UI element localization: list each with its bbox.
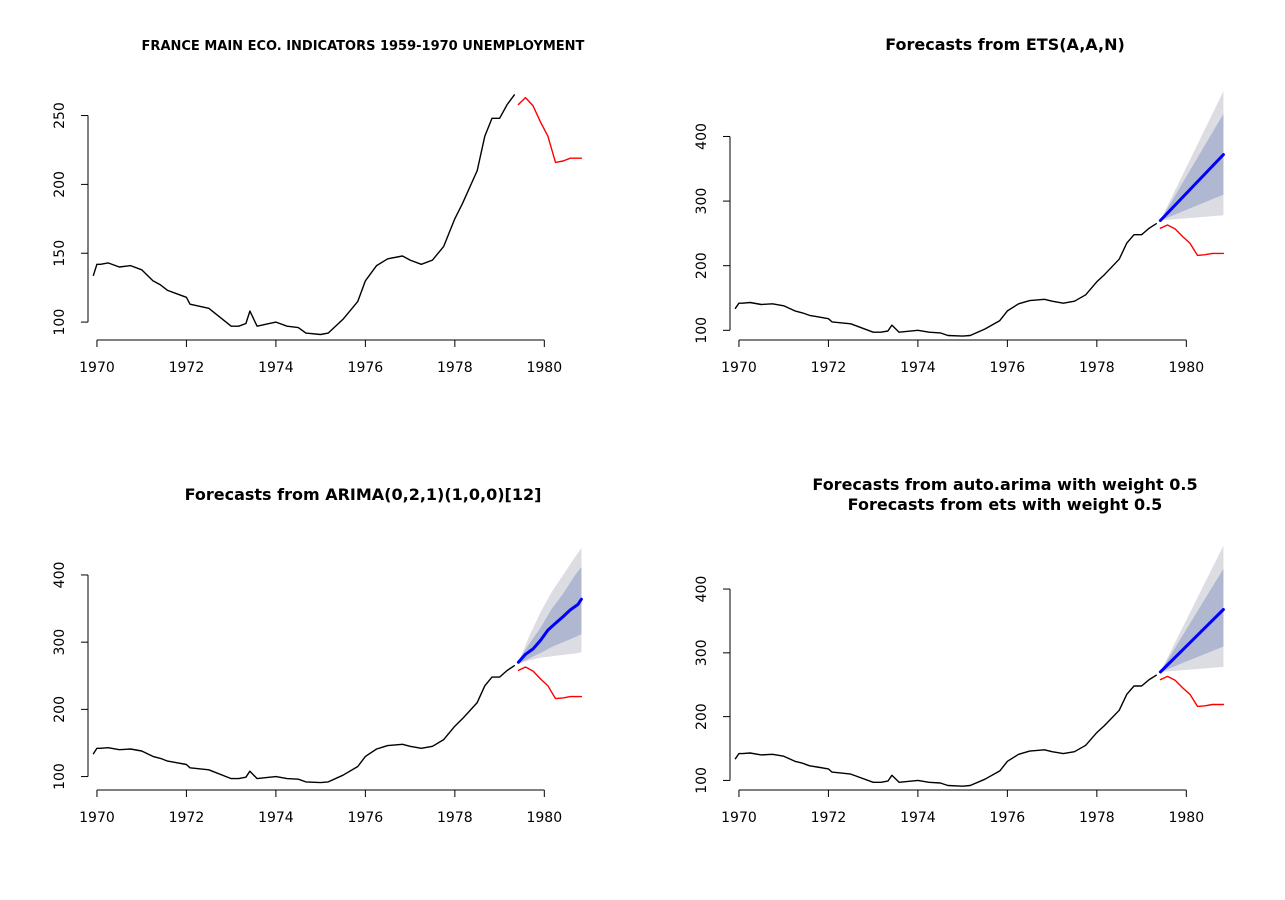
- y-tick-label: 200: [52, 171, 68, 198]
- x-tick-label: 1970: [721, 360, 757, 376]
- x-tick-label: 1970: [79, 810, 115, 826]
- interval-band-2: [1160, 568, 1224, 672]
- y-tick-label: 300: [52, 629, 68, 656]
- y-tick-label: 100: [694, 317, 710, 344]
- interval-band-2: [1160, 113, 1224, 221]
- y-tick-label: 100: [52, 309, 68, 336]
- series-line-1: [92, 94, 515, 336]
- x-tick-label: 1978: [1079, 810, 1115, 826]
- chart-title: Forecasts from ARIMA(0,2,1)(1,0,0)[12]: [185, 485, 542, 504]
- x-tick-label: 1972: [811, 810, 847, 826]
- series-line-3: [1158, 608, 1225, 674]
- y-tick-label: 400: [694, 576, 710, 603]
- series-line-1: [734, 222, 1157, 337]
- series-line-1: [92, 664, 515, 784]
- x-tick-label: 1978: [437, 810, 473, 826]
- series-line-3: [1158, 153, 1225, 222]
- x-tick-label: 1972: [169, 810, 205, 826]
- x-tick-label: 1980: [526, 810, 562, 826]
- x-tick-label: 1976: [348, 360, 384, 376]
- chart-panel-2: Forecasts from ETS(A,A,N) 1970 1972 1974 197…: [694, 35, 1225, 376]
- x-tick-label: 1980: [526, 360, 562, 376]
- x-tick-label: 1974: [258, 810, 294, 826]
- x-tick-label: 1970: [79, 360, 115, 376]
- x-tick-label: 1980: [1168, 810, 1204, 826]
- y-tick-label: 100: [52, 763, 68, 790]
- x-tick-label: 1976: [348, 810, 384, 826]
- series-line-3: [516, 597, 583, 664]
- chart-panel-1: FRANCE MAIN ECO. INDICATORS 1959-1970 UN…: [52, 39, 585, 376]
- series-line-2: [1159, 224, 1225, 257]
- y-tick-label: 200: [52, 696, 68, 723]
- y-tick-label: 200: [694, 252, 710, 279]
- x-tick-label: 1976: [990, 360, 1026, 376]
- chart-title: FRANCE MAIN ECO. INDICATORS 1959-1970 UN…: [142, 39, 585, 54]
- x-tick-label: 1976: [990, 810, 1026, 826]
- x-tick-label: 1978: [437, 360, 473, 376]
- y-tick-label: 250: [52, 102, 68, 129]
- x-tick-label: 1974: [900, 810, 936, 826]
- series-line-2: [517, 666, 583, 700]
- chart-panel-3: Forecasts from ARIMA(0,2,1)(1,0,0)[12] 19…: [52, 485, 583, 826]
- y-tick-label: 300: [694, 639, 710, 666]
- x-tick-label: 1972: [169, 360, 205, 376]
- chart-subtitle: Forecasts from ets with weight 0.5: [848, 495, 1163, 514]
- series-line-2: [517, 96, 583, 164]
- x-tick-label: 1980: [1168, 360, 1204, 376]
- chart-title: Forecasts from auto.arima with weight 0.…: [812, 475, 1197, 494]
- x-tick-label: 1972: [811, 360, 847, 376]
- y-tick-label: 200: [694, 703, 710, 730]
- x-tick-label: 1970: [721, 810, 757, 826]
- y-tick-label: 150: [52, 240, 68, 267]
- chart-title: Forecasts from ETS(A,A,N): [885, 35, 1125, 54]
- series-line-1: [734, 674, 1157, 787]
- series-line-2: [1159, 675, 1225, 708]
- interval-band-2: [518, 566, 582, 664]
- y-tick-label: 300: [694, 188, 710, 215]
- y-tick-label: 100: [694, 767, 710, 794]
- x-tick-label: 1974: [258, 360, 294, 376]
- x-tick-label: 1974: [900, 360, 936, 376]
- y-tick-label: 400: [694, 123, 710, 150]
- chart-panel-4: Forecasts from auto.arima with weight 0.…: [694, 475, 1225, 826]
- y-tick-label: 400: [52, 562, 68, 589]
- x-tick-label: 1978: [1079, 360, 1115, 376]
